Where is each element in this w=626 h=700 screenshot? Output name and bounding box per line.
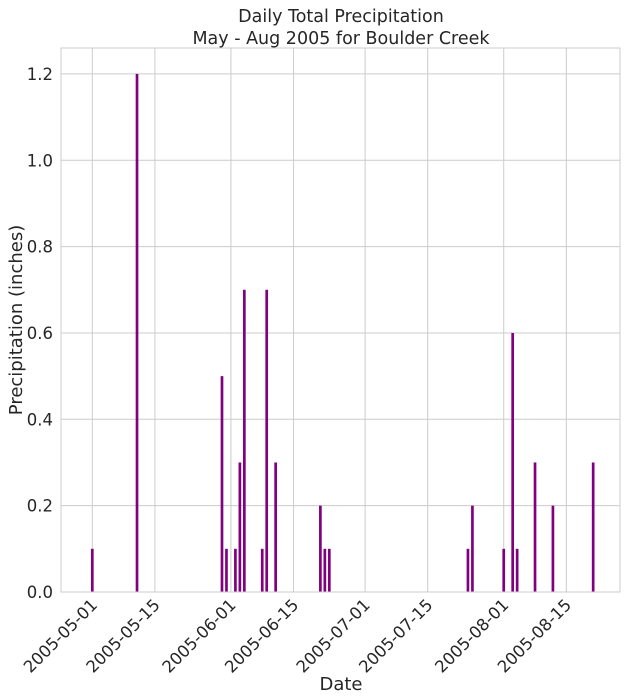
precipitation-bar	[90, 548, 94, 592]
precipitation-bar	[551, 505, 555, 592]
precipitation-bar	[319, 505, 322, 592]
y-tick-label: 1.0	[27, 151, 53, 170]
y-tick-label: 0.6	[27, 324, 53, 343]
tick-labels: 0.00.20.40.60.81.01.22005-05-012005-05-1…	[20, 65, 575, 677]
precipitation-bar	[274, 462, 277, 592]
y-axis-label: Precipitation (inches)	[6, 225, 27, 415]
precipitation-bar	[471, 505, 474, 592]
precipitation-bar	[265, 289, 269, 592]
chart-title-line-2: May - Aug 2005 for Boulder Creek	[192, 29, 490, 49]
precipitation-bar	[135, 73, 139, 592]
precipitation-bar	[234, 548, 237, 592]
y-tick-label: 0.2	[27, 497, 53, 516]
grid	[61, 48, 620, 593]
precipitation-bar	[511, 332, 515, 592]
y-tick-label: 0.4	[27, 410, 53, 429]
precipitation-bar	[533, 462, 537, 592]
y-tick-label: 1.2	[27, 65, 53, 84]
precipitation-bar	[260, 548, 264, 592]
bars	[90, 73, 595, 592]
x-axis-label: Date	[319, 674, 362, 695]
chart-title-line-1: Daily Total Precipitation	[238, 7, 444, 27]
y-tick-label: 0.0	[27, 583, 53, 602]
precipitation-bar	[323, 548, 327, 592]
precipitation-bar	[515, 548, 519, 592]
precipitation-bar	[327, 548, 331, 592]
y-tick-label: 0.8	[27, 238, 53, 257]
precipitation-bar	[238, 462, 242, 592]
precipitation-bar	[466, 548, 470, 592]
plot-frame	[60, 47, 621, 593]
precipitation-bar	[502, 548, 506, 592]
precipitation-bar	[243, 289, 246, 592]
precipitation-bar	[225, 548, 228, 592]
precipitation-bar	[591, 462, 595, 592]
precipitation-bar	[220, 376, 224, 592]
